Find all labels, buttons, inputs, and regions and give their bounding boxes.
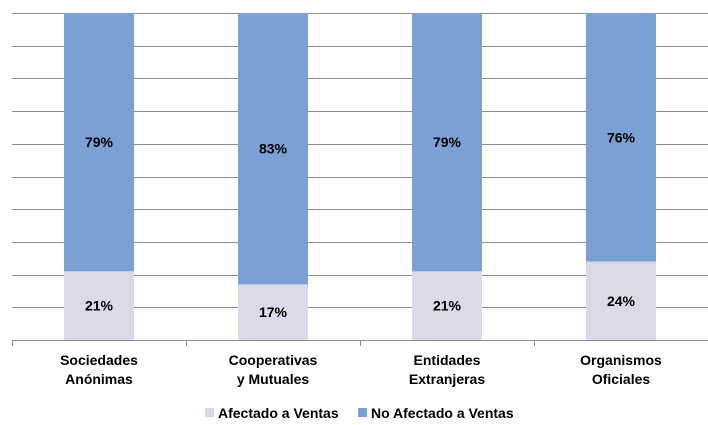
legend-label: Afectado a Ventas <box>218 405 339 421</box>
data-label: 79% <box>85 134 114 150</box>
legend-swatch <box>205 408 214 417</box>
bar-segment <box>238 13 308 285</box>
x-axis: Sociedades Anónimas Cooperativas y Mutuales… <box>12 340 708 387</box>
bar-segment <box>412 13 482 272</box>
data-label: 76% <box>607 129 636 145</box>
bars: 21% 79% 17% 83% 21% 79% 24% 76% <box>64 13 656 340</box>
data-label: 21% <box>85 298 114 314</box>
data-label: 79% <box>433 134 462 150</box>
legend: Afectado a Ventas No Afectado a Ventas <box>205 405 514 421</box>
bar-segment <box>64 13 134 272</box>
data-label: 83% <box>259 141 288 157</box>
bar-segment <box>238 284 308 340</box>
data-label: 17% <box>259 304 288 320</box>
bar-segment <box>586 13 656 262</box>
legend-swatch <box>358 408 367 417</box>
bar-segment <box>64 271 134 340</box>
data-label: 24% <box>607 293 636 309</box>
bar-segment <box>586 261 656 340</box>
category-label: Organismos Oficiales <box>580 352 662 387</box>
legend-label: No Afectado a Ventas <box>371 405 514 421</box>
category-label: Cooperativas y Mutuales <box>229 352 318 387</box>
data-label: 21% <box>433 298 462 314</box>
category-label: Entidades Extranjeras <box>409 352 485 387</box>
bar-segment <box>412 271 482 340</box>
category-label: Sociedades Anónimas <box>60 352 138 387</box>
